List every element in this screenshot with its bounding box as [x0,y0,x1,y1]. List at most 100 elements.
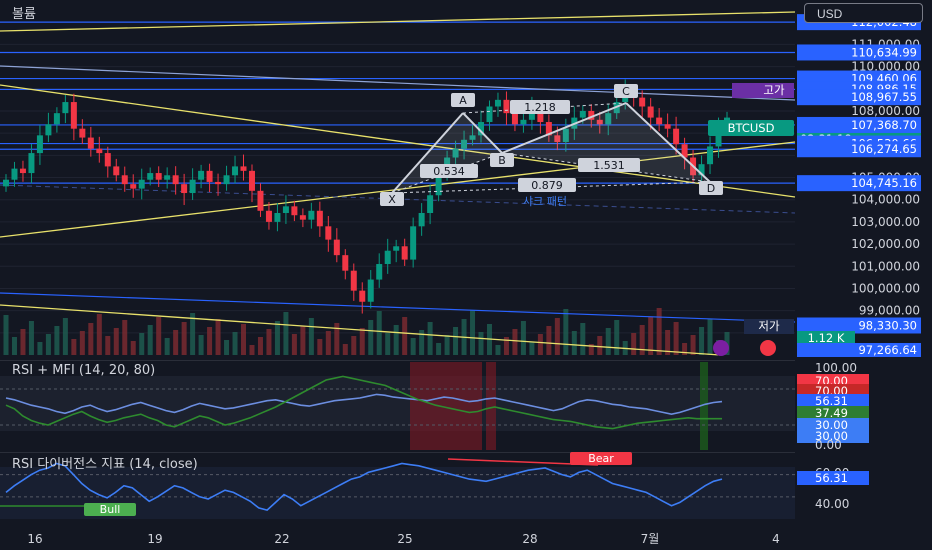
volume-bar [325,331,331,355]
price-tick: 104,000.00 [851,193,920,207]
pattern-point-label: B [498,154,506,167]
volume-bar [588,344,594,355]
rsi-val-6 [797,429,869,443]
yellow-trendline [0,141,796,238]
candle [282,206,289,213]
candle [333,239,340,256]
bear-badge-label: Bear [588,452,614,465]
pattern-ratio-line [501,152,711,183]
yellow-trendline [0,84,796,198]
volume-bar [470,310,476,355]
volume-bar [376,311,382,355]
pattern-leg [462,112,503,154]
candle [511,113,518,125]
time-tick: 28 [522,532,537,546]
candle [435,173,442,196]
candle [503,99,510,114]
candle [528,108,535,120]
volume-bar [241,324,247,355]
candle [367,279,374,302]
candle [206,170,213,182]
candle [350,270,357,291]
time-tick: 4 [772,532,780,546]
pattern-ratio-box [510,100,570,114]
candle [562,128,569,142]
candle [461,139,468,149]
candle [104,153,111,167]
candle [291,206,298,216]
time-tick: 22 [274,532,289,546]
volume-bar [283,312,289,355]
pattern-ratio-box [578,158,640,172]
price-tag-l5-label: 97,266.64 [858,343,917,357]
price-tag-l1-label: 107,368.70 [851,118,917,132]
volume-bar [673,322,679,355]
div-tick-40: 40.00 [815,497,849,511]
price-tick: 102,000.00 [851,237,920,251]
volume-bar [198,335,204,355]
channel-line [0,65,796,101]
candle [596,119,603,125]
candle [3,179,9,187]
volume-bar [308,318,314,355]
candle [325,226,332,240]
volume-bar [682,343,688,355]
rsi-val-5 [797,418,869,432]
volume-bar [503,337,509,355]
candle [427,195,434,213]
rsi-val-4 [797,406,869,420]
rsi-val-5-label: 30.00 [815,418,848,432]
high-tag [732,83,794,98]
currency-button[interactable]: USD [804,3,923,23]
candle [138,179,145,189]
volume-bar [224,340,230,355]
pattern-name: 샤크 패턴 [523,195,567,208]
price-tag-h4 [797,89,921,106]
volume-bar [79,331,85,355]
candle [715,128,722,147]
pattern-triangle-bcd [502,103,710,182]
pattern-leg [501,102,627,154]
volume-bar [427,322,433,355]
candle [520,119,527,125]
volume-bar [385,333,391,355]
candle [181,184,188,194]
time-tick: 16 [27,532,42,546]
volume-bar [631,333,637,355]
volume-bar [274,321,280,355]
rsi-val-3 [797,394,869,408]
price-tag-l1 [797,116,921,133]
price-tag-h4-label: 108,967.55 [851,90,917,104]
candle [130,184,137,189]
volume-bar [147,325,153,355]
channel-line [0,292,796,323]
volume-bar [266,329,272,355]
volume-bar [648,317,654,355]
volume-bar [478,332,484,355]
candle [121,175,128,185]
volume-bar [529,342,535,355]
candle [478,122,485,136]
volume-bar [520,321,526,355]
candle [359,290,366,302]
volume-bar [249,345,255,355]
volume-bar [410,338,416,355]
candle [308,210,315,220]
rsi-val-3-label: 56.31 [815,394,848,408]
bull-badge [84,503,136,516]
candle [265,210,272,222]
pattern-ratio-box [420,164,478,178]
rsi-divergence-line [5,462,723,511]
rsi-line [5,393,723,416]
candle [87,137,94,149]
pattern-point-c [614,84,638,98]
candle [393,246,400,251]
candle [53,113,60,125]
pattern-ratio-label: 0.534 [433,165,465,178]
bull-badge-label: Bull [100,503,121,516]
candle [639,97,646,107]
candle [605,113,612,125]
mfi-line [5,375,722,430]
div-value-tag [797,471,869,485]
